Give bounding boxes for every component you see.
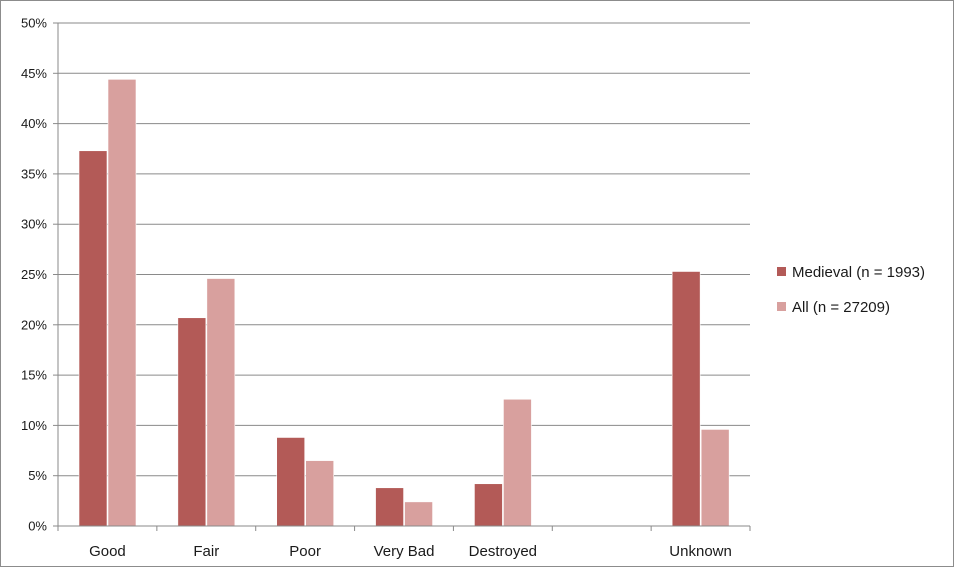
legend: Medieval (n = 1993) All (n = 27209) [777, 264, 925, 316]
bars [78, 79, 730, 527]
bar-all [700, 429, 730, 527]
bar-all [305, 460, 335, 527]
bar-medieval [177, 317, 207, 527]
bar-all [107, 79, 137, 527]
gridlines [58, 22, 750, 477]
bar-all [404, 501, 433, 527]
x-category-label: Poor [289, 543, 321, 560]
y-tick-label: 40% [21, 116, 47, 131]
bar-medieval [375, 487, 404, 527]
x-category-label: Fair [193, 543, 219, 560]
legend-label: All (n = 27209) [792, 299, 890, 316]
x-category-label: Very Bad [374, 543, 435, 560]
legend-swatch [777, 302, 786, 311]
bar-all [503, 398, 532, 527]
legend-swatch [777, 267, 786, 276]
y-tick-label: 35% [21, 166, 47, 181]
y-tick-label: 15% [21, 368, 47, 383]
y-tick-label: 25% [21, 267, 47, 282]
axes [53, 22, 751, 531]
y-tick-label: 10% [21, 418, 47, 433]
bar-medieval [276, 437, 306, 527]
y-tick-label: 5% [28, 468, 47, 483]
x-category-label: Unknown [669, 543, 732, 560]
x-category-label: Good [89, 543, 126, 560]
bar-medieval [474, 483, 503, 527]
y-tick-label: 0% [28, 519, 47, 534]
bar-medieval [671, 271, 701, 527]
legend-label: Medieval (n = 1993) [792, 264, 925, 281]
x-category-labels: Good Fair Poor Very Bad Destroyed Unknown [89, 543, 732, 560]
bar-medieval [78, 150, 108, 527]
y-tick-label: 45% [21, 66, 47, 81]
y-tick-label: 30% [21, 217, 47, 232]
bar-all [206, 278, 236, 527]
y-tick-label: 50% [21, 16, 47, 31]
y-tick-labels: 0% 5% 10% 15% 20% 25% 30% 35% 40% 45% 50% [21, 16, 47, 534]
x-category-label: Destroyed [469, 543, 537, 560]
y-tick-label: 20% [21, 317, 47, 332]
